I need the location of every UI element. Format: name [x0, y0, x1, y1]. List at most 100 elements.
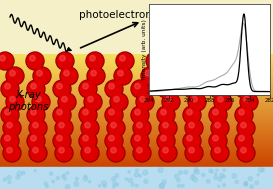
- Circle shape: [181, 184, 184, 187]
- Circle shape: [81, 144, 99, 162]
- Circle shape: [223, 169, 225, 171]
- Circle shape: [218, 185, 220, 187]
- Circle shape: [183, 80, 201, 98]
- Circle shape: [237, 53, 253, 69]
- Circle shape: [147, 53, 163, 69]
- Circle shape: [32, 93, 50, 111]
- Circle shape: [137, 94, 153, 110]
- Circle shape: [139, 174, 141, 177]
- Circle shape: [209, 106, 227, 124]
- Circle shape: [111, 147, 116, 153]
- Circle shape: [216, 169, 218, 171]
- Circle shape: [179, 171, 182, 174]
- Circle shape: [240, 93, 258, 111]
- Circle shape: [235, 132, 253, 150]
- Circle shape: [222, 184, 226, 187]
- Circle shape: [62, 96, 67, 102]
- Circle shape: [57, 109, 62, 115]
- Circle shape: [255, 181, 259, 185]
- Circle shape: [176, 52, 194, 70]
- Circle shape: [106, 107, 122, 123]
- Circle shape: [6, 93, 24, 111]
- Circle shape: [161, 83, 166, 89]
- Circle shape: [80, 133, 96, 149]
- Circle shape: [215, 122, 220, 128]
- Circle shape: [118, 70, 123, 76]
- Circle shape: [161, 109, 166, 115]
- Circle shape: [7, 122, 12, 128]
- Circle shape: [59, 147, 64, 153]
- Circle shape: [133, 119, 151, 137]
- Circle shape: [159, 144, 177, 162]
- Circle shape: [186, 145, 202, 161]
- Circle shape: [157, 80, 175, 98]
- Circle shape: [218, 96, 223, 102]
- Circle shape: [80, 81, 96, 97]
- Circle shape: [54, 133, 70, 149]
- Circle shape: [105, 80, 123, 98]
- Circle shape: [98, 185, 101, 187]
- Circle shape: [163, 94, 179, 110]
- Circle shape: [184, 170, 188, 174]
- Circle shape: [6, 67, 24, 85]
- Circle shape: [145, 70, 150, 76]
- Circle shape: [66, 172, 69, 174]
- Circle shape: [17, 171, 22, 176]
- Circle shape: [235, 106, 253, 124]
- Circle shape: [240, 55, 245, 61]
- Circle shape: [107, 144, 125, 162]
- Circle shape: [184, 133, 200, 149]
- Circle shape: [74, 182, 79, 186]
- Circle shape: [160, 183, 165, 188]
- Circle shape: [244, 183, 248, 186]
- Circle shape: [237, 144, 255, 162]
- Circle shape: [55, 144, 73, 162]
- Circle shape: [135, 109, 140, 115]
- Circle shape: [56, 177, 59, 180]
- Circle shape: [239, 135, 244, 141]
- Circle shape: [111, 94, 127, 110]
- Circle shape: [177, 179, 180, 182]
- Circle shape: [83, 83, 88, 89]
- Circle shape: [134, 173, 139, 177]
- Circle shape: [128, 171, 130, 173]
- Circle shape: [106, 81, 122, 97]
- Circle shape: [248, 177, 253, 181]
- Circle shape: [27, 106, 45, 124]
- Circle shape: [56, 120, 72, 136]
- Circle shape: [57, 53, 73, 69]
- Circle shape: [79, 80, 97, 98]
- Circle shape: [109, 135, 114, 141]
- Circle shape: [1, 80, 19, 98]
- Circle shape: [215, 147, 220, 153]
- Circle shape: [241, 122, 246, 128]
- Circle shape: [209, 169, 213, 173]
- Circle shape: [158, 133, 174, 149]
- Circle shape: [194, 170, 196, 173]
- Circle shape: [30, 120, 46, 136]
- Circle shape: [134, 120, 150, 136]
- Circle shape: [34, 170, 36, 172]
- Circle shape: [235, 180, 239, 184]
- Circle shape: [222, 175, 225, 178]
- Circle shape: [83, 109, 88, 115]
- Circle shape: [241, 147, 246, 153]
- Circle shape: [57, 135, 62, 141]
- Circle shape: [210, 55, 215, 61]
- Circle shape: [196, 68, 212, 84]
- Circle shape: [222, 67, 240, 85]
- Circle shape: [131, 106, 149, 124]
- Circle shape: [177, 184, 180, 187]
- Circle shape: [105, 132, 123, 150]
- Circle shape: [161, 135, 166, 141]
- Circle shape: [131, 80, 149, 98]
- Circle shape: [183, 132, 201, 150]
- Circle shape: [88, 180, 91, 183]
- Circle shape: [131, 132, 149, 150]
- Circle shape: [114, 96, 119, 102]
- Circle shape: [213, 135, 218, 141]
- Circle shape: [86, 52, 104, 70]
- Circle shape: [236, 133, 252, 149]
- Circle shape: [236, 52, 254, 70]
- Circle shape: [60, 55, 65, 61]
